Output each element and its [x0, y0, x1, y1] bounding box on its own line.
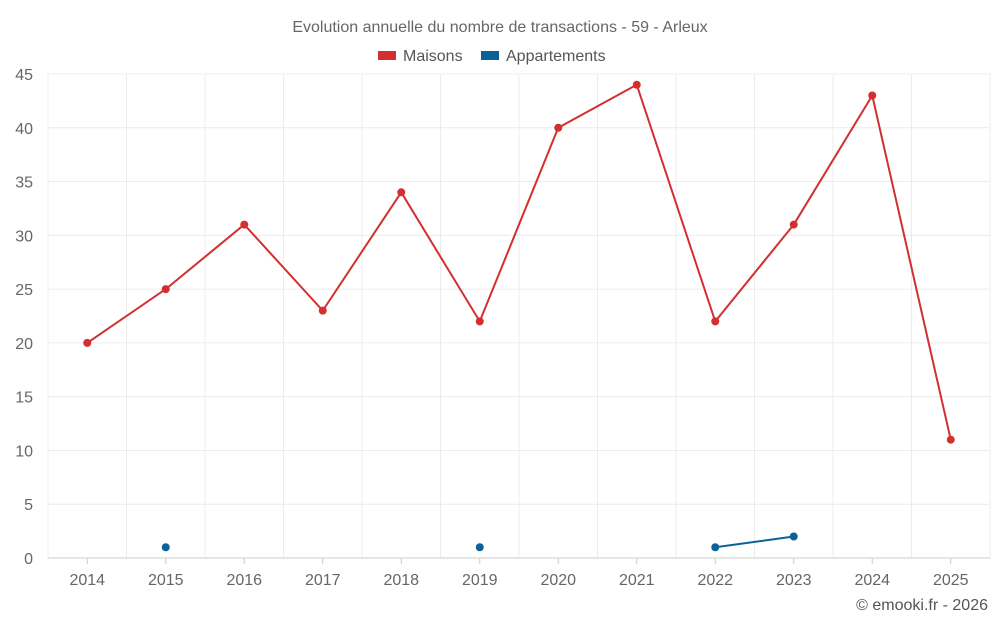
x-tick-labels: 2014 2015 2016 2017 2018 2019 2020 2021 2022 2023… — [69, 572, 968, 589]
data-point-appartements[interactable] — [789, 532, 798, 541]
x-tick-label: 2022 — [697, 572, 733, 589]
y-tick-label: 20 — [15, 336, 33, 353]
axes — [48, 557, 990, 564]
x-tick-label: 2014 — [69, 572, 105, 589]
x-tick-label: 2017 — [305, 572, 341, 589]
x-tick-label: 2021 — [619, 572, 655, 589]
x-tick-label: 2024 — [854, 572, 890, 589]
series-maisons — [83, 80, 955, 444]
legend-label-maisons[interactable]: Maisons — [403, 48, 463, 65]
legend-swatch-appartements — [481, 51, 499, 60]
legend-swatch-maisons — [378, 51, 396, 60]
series-line-maisons — [86, 83, 952, 440]
y-tick-label: 0 — [24, 551, 33, 568]
data-point-maisons[interactable] — [554, 123, 563, 132]
data-point-maisons[interactable] — [397, 188, 406, 197]
data-point-maisons[interactable] — [83, 338, 92, 347]
y-tick-label: 30 — [15, 228, 33, 245]
y-tick-label: 10 — [15, 443, 33, 460]
x-tick-label: 2020 — [540, 572, 576, 589]
legend-label-appartements[interactable]: Appartements — [506, 48, 606, 65]
legend: Maisons Appartements — [378, 48, 606, 65]
series-appartements — [161, 532, 798, 552]
data-point-maisons[interactable] — [711, 317, 720, 326]
y-tick-label: 25 — [15, 282, 33, 299]
series — [83, 80, 955, 552]
y-tick-label: 35 — [15, 175, 33, 192]
y-tick-label: 45 — [15, 67, 33, 84]
data-point-maisons[interactable] — [475, 317, 484, 326]
chart-title: Evolution annuelle du nombre de transact… — [292, 19, 707, 36]
data-point-maisons[interactable] — [868, 91, 877, 100]
x-tick-label: 2019 — [462, 572, 498, 589]
credit-text: © emooki.fr - 2026 — [856, 597, 988, 614]
data-point-maisons[interactable] — [161, 285, 170, 294]
y-tick-label: 15 — [15, 390, 33, 407]
data-point-appartements[interactable] — [475, 543, 484, 552]
data-point-maisons[interactable] — [789, 220, 798, 229]
x-tick-label: 2016 — [226, 572, 262, 589]
series-line-appartements — [715, 535, 794, 549]
y-tick-label: 40 — [15, 121, 33, 138]
y-tick-label: 5 — [24, 497, 33, 514]
x-tick-label: 2023 — [776, 572, 812, 589]
y-tick-labels: 0 5 10 15 20 25 30 35 40 45 — [15, 67, 33, 568]
x-tick-label: 2018 — [383, 572, 419, 589]
data-point-maisons[interactable] — [946, 435, 955, 444]
gridlines — [47, 73, 991, 558]
data-point-maisons[interactable] — [240, 220, 249, 229]
data-point-maisons[interactable] — [632, 80, 641, 89]
data-point-appartements[interactable] — [711, 543, 720, 552]
x-tick-label: 2025 — [933, 572, 969, 589]
data-point-maisons[interactable] — [318, 306, 327, 315]
x-tick-label: 2015 — [148, 572, 184, 589]
data-point-appartements[interactable] — [161, 543, 170, 552]
